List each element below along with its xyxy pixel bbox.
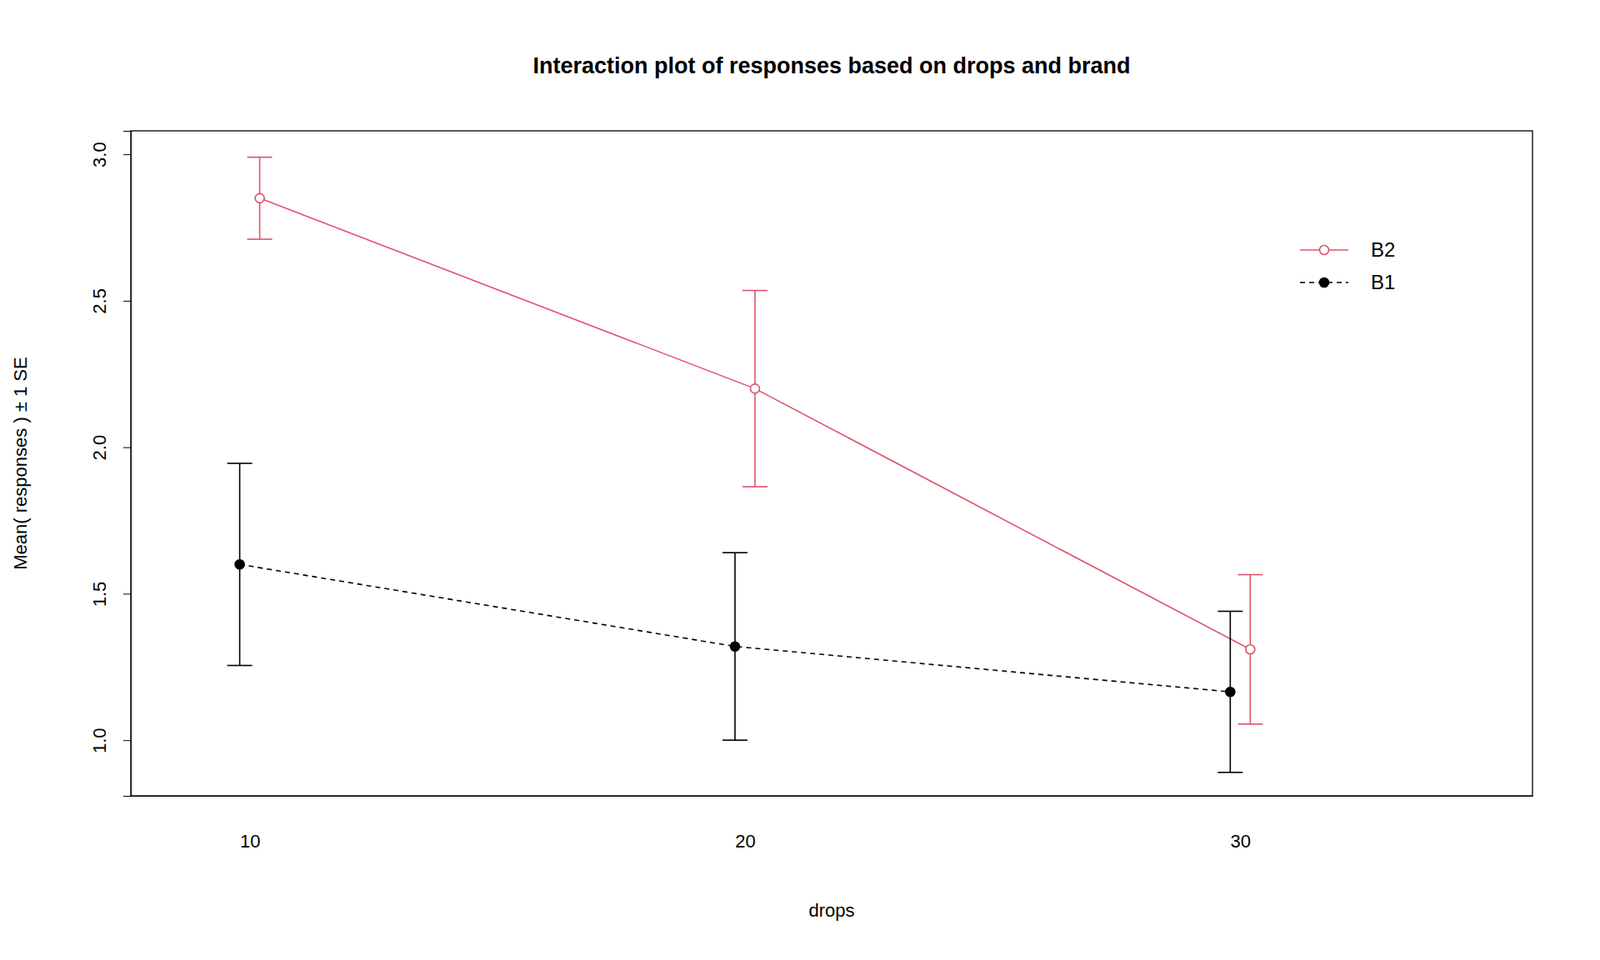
y-tick: 3.0 (89, 141, 131, 168)
legend-item: B2 (1300, 238, 1395, 261)
y-tick: 1.0 (89, 727, 131, 754)
legend-label: B1 (1370, 270, 1395, 294)
x-tick-label: 10 (240, 830, 260, 852)
x-tick: 20 (735, 795, 755, 852)
legend-marker (1320, 245, 1330, 255)
y-axis-line (123, 131, 132, 797)
error-bar-cap (1217, 771, 1243, 774)
y-tick-label: 2.5 (89, 288, 110, 315)
error-bar (227, 463, 253, 666)
series-line (260, 198, 1251, 650)
error-bar (1237, 575, 1263, 725)
plot-area (227, 157, 1264, 773)
y-tick-mark (123, 740, 131, 741)
x-tick-label: 20 (735, 830, 755, 852)
y-tick-label: 2.0 (89, 435, 110, 461)
y-tick-mark (123, 447, 131, 449)
error-bar-cap (227, 665, 253, 667)
error-bar-cap (247, 238, 273, 240)
point (255, 193, 265, 203)
error-bar-cap (1237, 723, 1263, 725)
y-tick-mark (123, 300, 131, 302)
y-axis: 1.0 1.5 2.0 2.5 3.0 (89, 131, 132, 797)
error-bar-cap (1237, 574, 1263, 576)
error-bar (1217, 611, 1243, 773)
error-bar-cap (722, 551, 748, 554)
legend-label: B2 (1370, 238, 1395, 261)
legend: B2B1 (1300, 238, 1395, 294)
point (750, 384, 760, 394)
title: Interaction plot of responses based on d… (532, 53, 1130, 79)
x-axis-title: drops (808, 900, 855, 921)
error-bar-cap (227, 462, 253, 465)
y-tick-label: 3.0 (89, 141, 110, 168)
y-tick-mark (123, 154, 131, 155)
error-bar-cap (1217, 610, 1243, 613)
y-tick-mark (123, 593, 131, 595)
error-bar-cap (247, 156, 273, 159)
legend-marker (1320, 278, 1330, 288)
x-tick-label: 30 (1230, 830, 1251, 852)
point (235, 560, 245, 570)
point (1245, 645, 1255, 655)
y-tick: 2.5 (89, 288, 131, 315)
point (730, 641, 740, 651)
x-tick: 30 (1230, 795, 1251, 852)
error-bar (722, 552, 748, 740)
y-tick: 2.0 (89, 435, 131, 461)
point (1225, 687, 1235, 697)
chart: Interaction plot of responses based on d… (0, 0, 1600, 960)
error-bar (247, 157, 273, 240)
y-tick-label: 1.0 (89, 727, 110, 754)
error-bar (742, 290, 768, 488)
y-tick: 1.5 (89, 581, 131, 608)
x-axis: 10 20 30 (131, 795, 1534, 852)
error-bar-cap (742, 485, 768, 488)
error-bar-cap (722, 739, 748, 741)
plot-frame (130, 130, 1533, 796)
y-tick-label: 1.5 (89, 581, 110, 608)
x-tick: 10 (240, 795, 260, 852)
error-bar-cap (742, 290, 768, 292)
legend-item: B1 (1300, 270, 1395, 294)
y-axis-title: Mean( responses ) ± 1 SE (10, 356, 31, 570)
